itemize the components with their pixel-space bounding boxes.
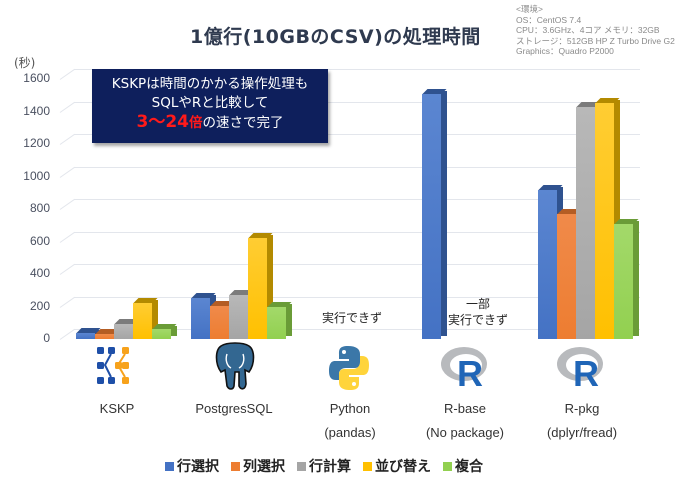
bar-1-4 — [557, 208, 582, 339]
y-tick-label: 1000 — [23, 168, 50, 183]
callout-line3: 3～24倍の速さで完了 — [92, 113, 328, 133]
bar-3-4 — [595, 98, 620, 339]
bar-3-1 — [248, 233, 273, 339]
postgresql-elephant-icon — [213, 342, 257, 396]
gridline-depth — [59, 231, 76, 243]
callout-line2: SQLやRと比較して — [151, 95, 269, 111]
bar-0-4 — [538, 184, 563, 339]
bar-1-1 — [210, 300, 235, 339]
svg-text:R: R — [573, 353, 599, 390]
legend-item-composite: 複合 — [443, 456, 483, 476]
bar-0-1 — [191, 293, 216, 339]
gridline-depth — [59, 68, 76, 80]
bar-4-1 — [267, 301, 292, 339]
env-line: ストレージ：512GB HP Z Turbo Drive G2 — [516, 35, 675, 46]
category-label-rbase: R-base (No package) — [425, 401, 505, 440]
gridline-depth — [59, 198, 76, 210]
chart-legend: 行選択 列選択 行計算 並び替え 複合 — [165, 456, 483, 476]
svg-text:R: R — [457, 353, 483, 390]
legend-swatch — [363, 461, 372, 471]
kskp-logo-icon — [95, 345, 137, 391]
legend-label: 行計算 — [309, 459, 351, 475]
env-line: Graphics：Quadro P2000 — [516, 46, 614, 56]
rbase-note: 一部 実行できず — [448, 296, 508, 328]
y-tick-label: 400 — [29, 266, 50, 280]
gridline-depth — [59, 263, 76, 275]
rbase-note-line2: 実行できず — [448, 313, 509, 327]
y-tick-label: 1200 — [23, 136, 50, 150]
bar-4-4 — [614, 218, 639, 339]
callout-highlight-number: 3～24 — [136, 112, 190, 132]
gridline-depth — [59, 133, 76, 145]
gridline-depth — [59, 296, 76, 308]
category-label-python: Python (pandas) — [324, 401, 376, 440]
bar-4-0 — [152, 324, 177, 339]
category-label-postgresql: PostgresSQL — [195, 401, 273, 416]
gridline — [74, 101, 640, 103]
bar-1-0 — [95, 329, 120, 339]
legend-item-sort: 並び替え — [363, 456, 431, 476]
callout-line3-rest: の速さで完了 — [202, 115, 284, 131]
gridline-depth — [59, 166, 76, 178]
rbase-note-line1: 一部 — [465, 297, 490, 311]
y-tick-label: 0 — [43, 331, 50, 345]
gridline — [74, 296, 640, 298]
gridline — [74, 166, 640, 168]
legend-label: 複合 — [455, 459, 483, 475]
bar-2-1 — [229, 290, 254, 339]
y-axis-unit: (秒) — [14, 56, 36, 70]
y-tick-label: 1400 — [23, 103, 50, 118]
bar-2-4 — [576, 101, 601, 339]
y-tick-label: 200 — [29, 298, 50, 313]
y-tick-label: 800 — [29, 201, 50, 215]
category-label-kskp: KSKP — [99, 401, 135, 416]
bar-2-0 — [114, 319, 139, 339]
env-line: <環境> — [516, 4, 543, 14]
legend-label: 並び替え — [375, 459, 431, 475]
legend-label: 行選択 — [177, 459, 219, 475]
legend-item-row-select: 行選択 — [165, 456, 219, 476]
gridline — [74, 69, 640, 70]
python-logo-icon — [327, 344, 371, 396]
python-note: 実行できず — [322, 311, 383, 325]
chart-title: 1億行(10GBのCSV)の処理時間 — [190, 26, 481, 48]
highlight-callout: KSKPは時間のかかる操作処理も SQLやRと比較して 3～24倍の速さで完了 — [92, 69, 328, 143]
legend-swatch — [443, 461, 452, 471]
r-pkg-logo-icon: R — [556, 344, 606, 394]
bar-0-0 — [76, 327, 101, 339]
gridline — [74, 231, 640, 233]
env-line: OS：CentOS 7.4 — [516, 14, 582, 25]
legend-item-col-select: 列選択 — [231, 456, 285, 476]
env-line: CPU：3.6GHz、4コア メモリ：32GB — [516, 25, 660, 35]
gridline — [74, 199, 640, 200]
legend-label: 列選択 — [243, 459, 285, 475]
gridline — [74, 134, 640, 135]
environment-info: <環境> OS：CentOS 7.4 CPU：3.6GHz、4コア メモリ：32… — [516, 4, 675, 57]
gridline — [74, 264, 640, 265]
legend-swatch — [297, 461, 306, 471]
category-label-rpkg: R-pkg (dplyr/fread) — [546, 401, 618, 440]
r-logo-icon: R — [440, 344, 490, 394]
y-tick-label: 600 — [29, 233, 50, 248]
y-tick-label: 1600 — [23, 71, 50, 85]
gridline-depth — [59, 328, 76, 340]
legend-swatch — [231, 461, 240, 471]
callout-highlight-unit: 倍 — [189, 115, 203, 131]
callout-line1: KSKPは時間のかかる操作処理も — [111, 76, 309, 92]
gridline-depth — [59, 101, 76, 113]
legend-item-row-calc: 行計算 — [297, 456, 351, 476]
bar-0-3 — [422, 88, 447, 339]
bar-3-0 — [133, 298, 158, 339]
gridline — [74, 329, 640, 330]
legend-swatch — [165, 461, 174, 471]
